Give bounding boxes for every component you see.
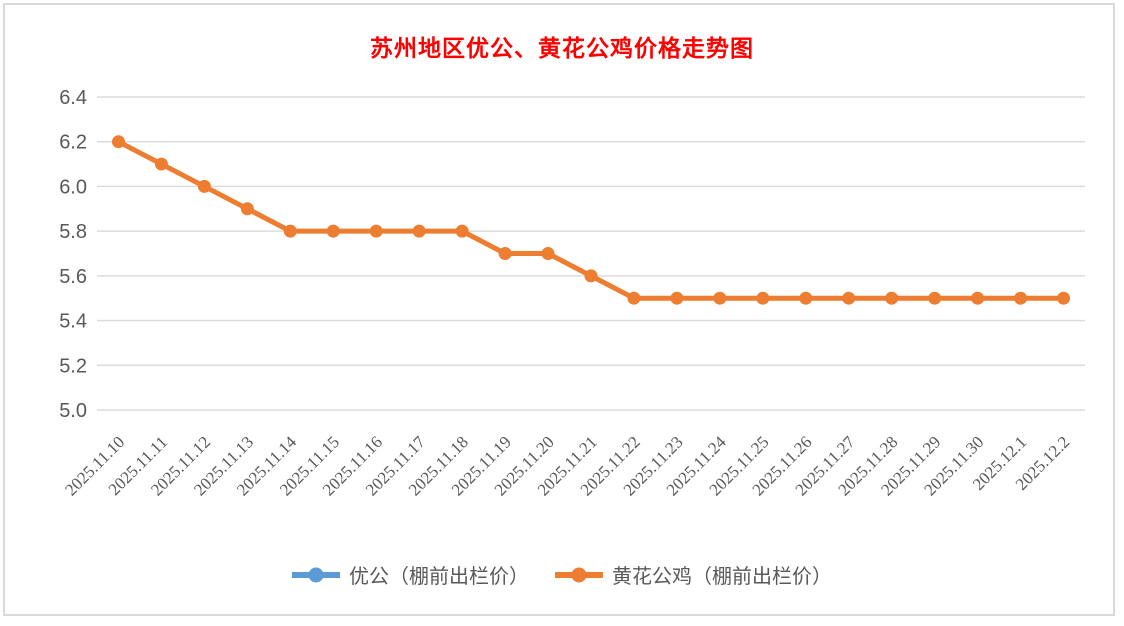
y-axis-tick-label: 5.8: [59, 221, 87, 243]
chart-legend: 优公（棚前出栏价） 黄花公鸡（棚前出栏价）: [0, 560, 1124, 589]
data-point-marker: [412, 224, 426, 238]
data-point-marker: [326, 224, 340, 238]
y-axis-tick-label: 5.2: [59, 355, 87, 377]
data-point-marker: [498, 247, 512, 260]
data-point-marker: [154, 157, 168, 171]
y-axis-tick-label: 5.4: [59, 311, 87, 333]
data-point-marker: [584, 269, 598, 283]
data-point-marker: [541, 247, 555, 260]
y-axis-tick-label: 6.0: [59, 176, 87, 198]
chart-frame: [3, 3, 1115, 616]
legend-label: 优公（棚前出栏价）: [349, 566, 529, 588]
legend-item: 优公（棚前出栏价）: [292, 560, 529, 589]
data-point-marker: [1057, 291, 1071, 305]
y-axis-tick-label: 6.2: [59, 132, 87, 154]
data-point-marker: [928, 291, 942, 305]
y-axis-tick-label: 5.0: [59, 400, 87, 422]
y-axis-tick-label: 5.6: [59, 266, 87, 288]
data-point-marker: [971, 291, 985, 305]
data-point-marker: [240, 202, 254, 216]
legend-label: 黄花公鸡（棚前出栏价）: [612, 566, 832, 588]
data-point-marker: [885, 291, 899, 305]
data-point-marker: [455, 224, 469, 238]
data-point-marker: [627, 291, 641, 305]
data-point-marker: [713, 291, 727, 305]
data-point-marker: [197, 179, 211, 193]
data-point-marker: [369, 224, 383, 238]
data-point-marker: [1014, 291, 1028, 305]
data-point-marker: [283, 224, 297, 238]
data-point-marker: [842, 291, 856, 305]
data-point-marker: [799, 291, 813, 305]
chart-title: 苏州地区优公、黄花公鸡价格走势图: [370, 36, 754, 61]
data-point-marker: [111, 135, 125, 149]
data-point-marker: [756, 291, 770, 305]
data-point-marker: [670, 291, 684, 305]
legend-marker-icon: [555, 567, 603, 582]
legend-marker-icon: [292, 567, 340, 582]
legend-item: 黄花公鸡（棚前出栏价）: [555, 560, 832, 589]
y-axis-tick-label: 6.4: [59, 87, 87, 109]
